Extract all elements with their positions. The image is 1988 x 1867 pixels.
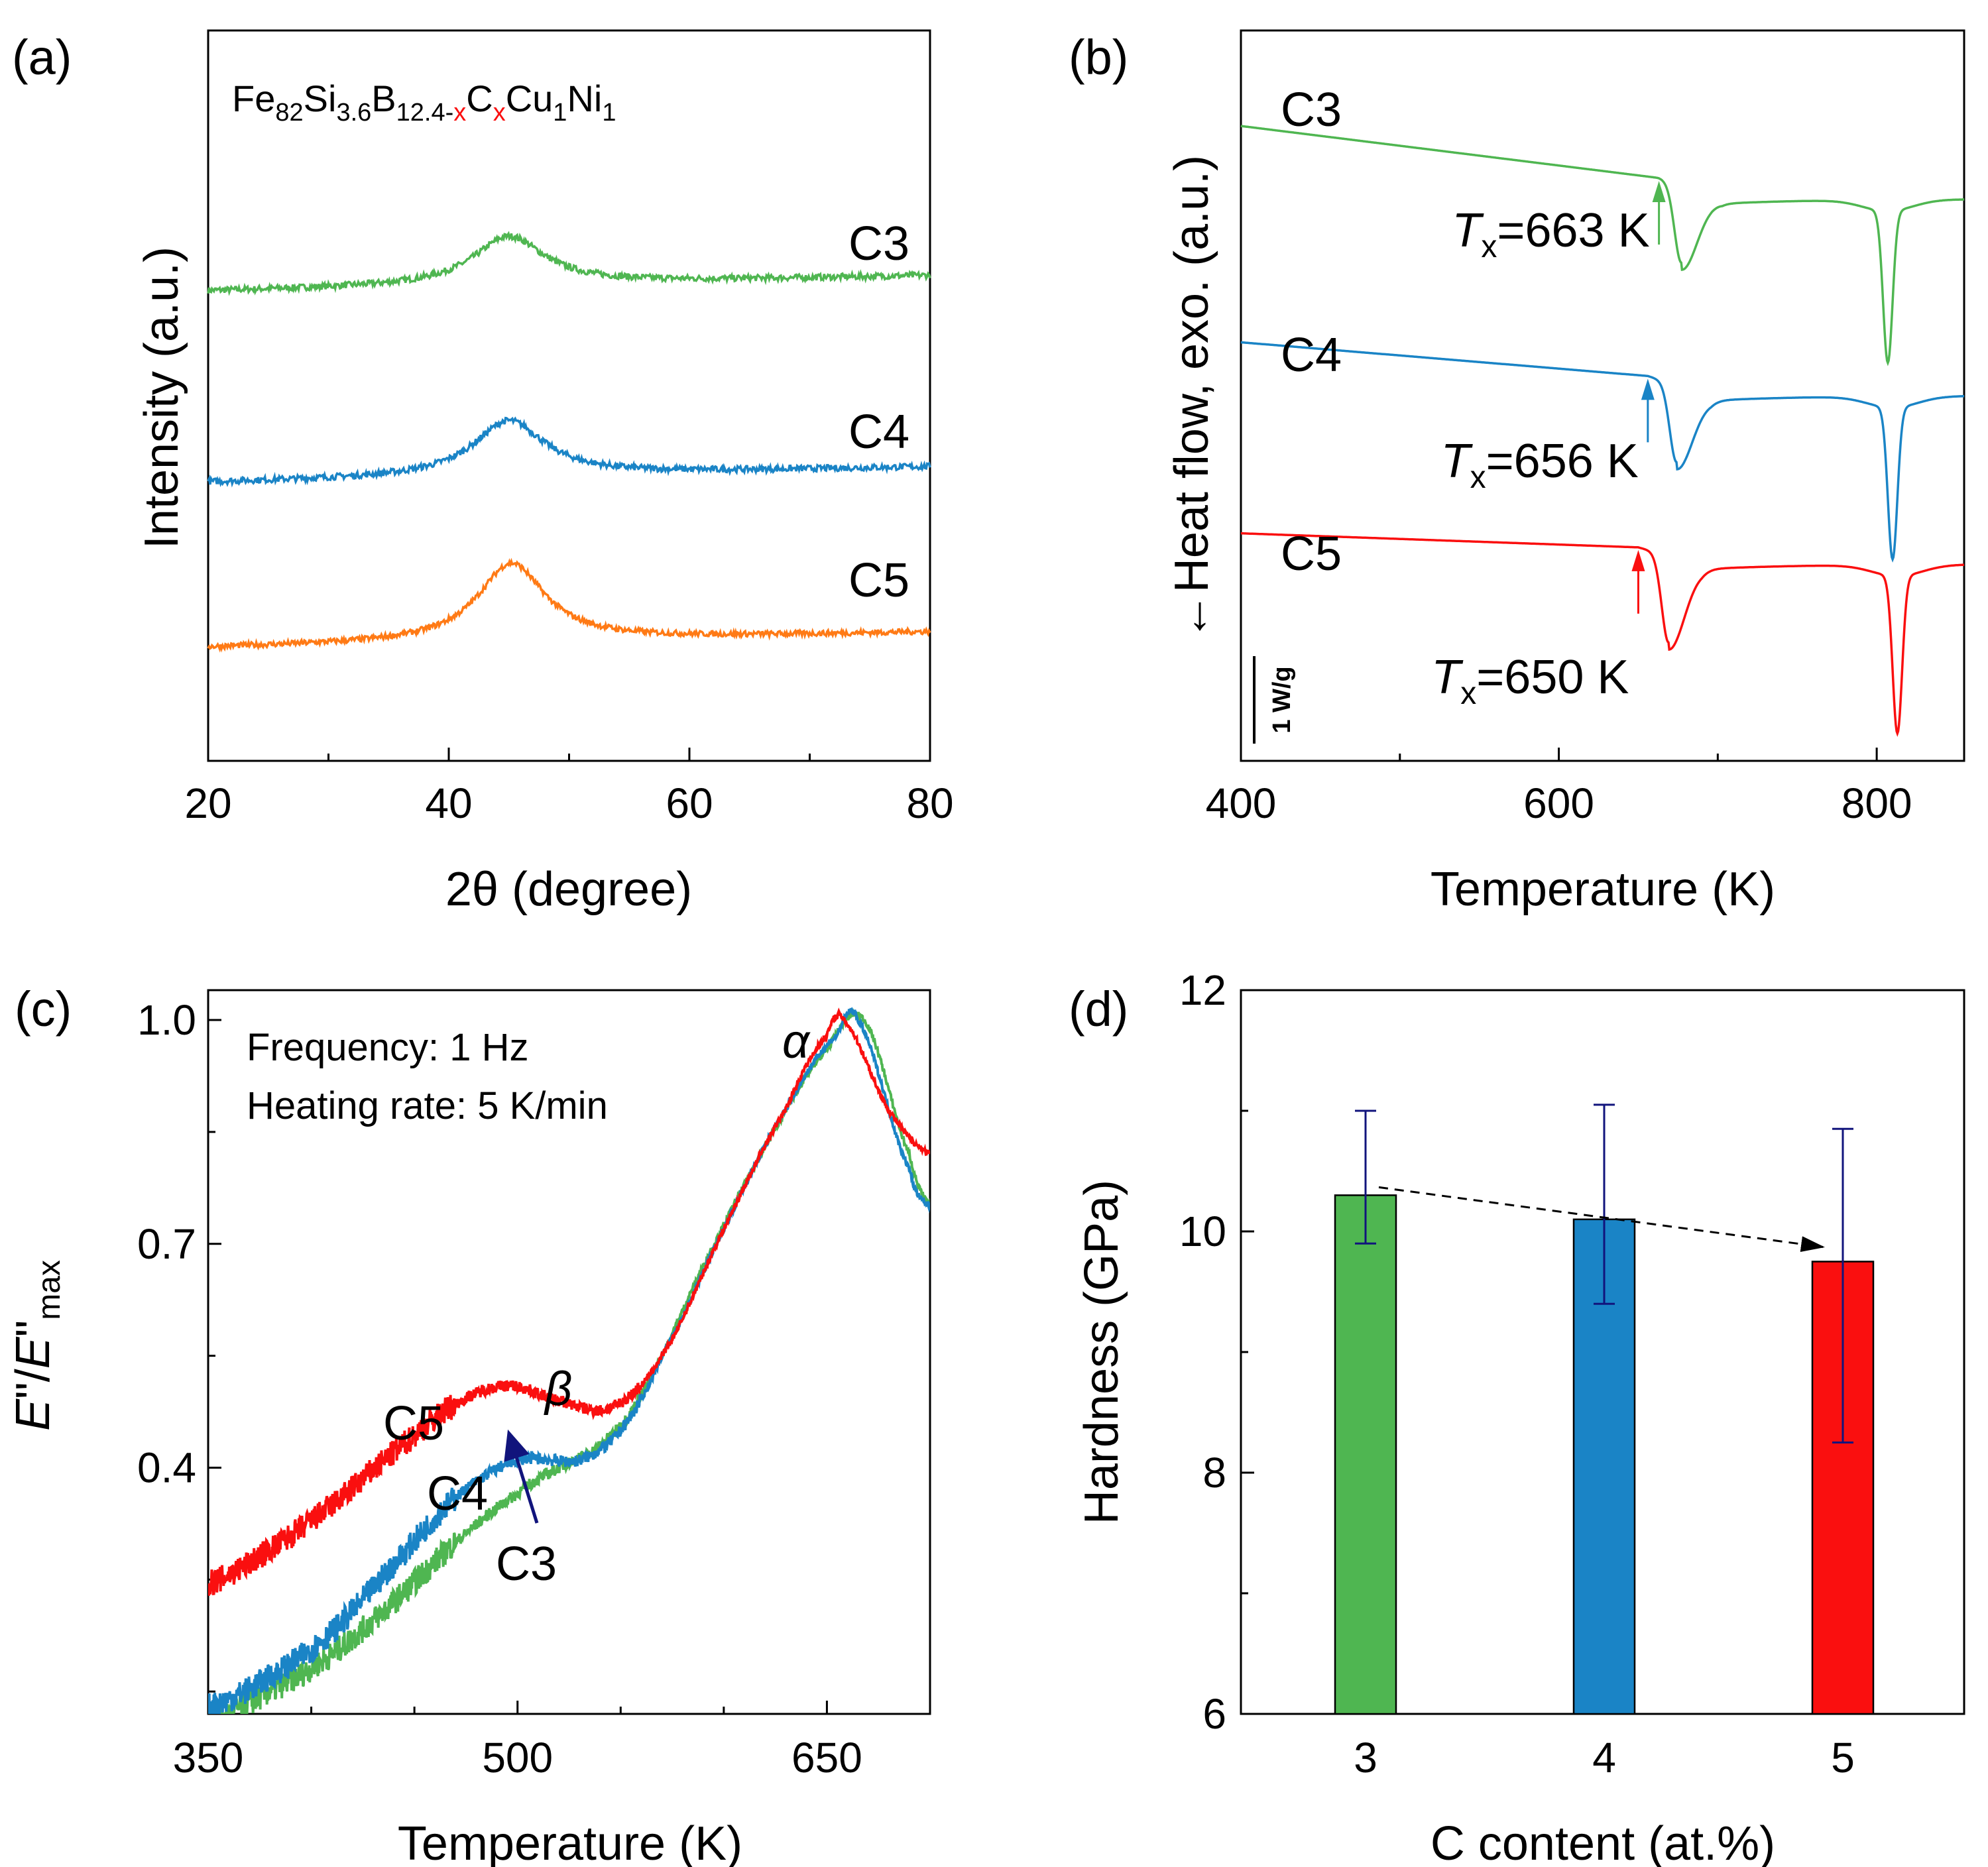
y-tick-label: 10 xyxy=(1179,1208,1226,1255)
panel-a-label-c5: C5 xyxy=(848,554,909,607)
x-tick-label: 500 xyxy=(482,1734,553,1782)
hardness-bar-3 xyxy=(1334,1194,1397,1715)
panel-d-xlabel: C content (at.%) xyxy=(1431,1817,1775,1867)
panel-d-ticks: 6 8 10 12 3 4 5 xyxy=(1179,966,1855,1782)
x-tick-label: 3 xyxy=(1354,1734,1377,1782)
panel-c-ylabel: E"/E"max xyxy=(7,1260,67,1431)
panel-a-label-c3: C3 xyxy=(848,217,909,270)
panel-c-label-c5: C5 xyxy=(383,1397,444,1450)
panel-b-label-c5: C5 xyxy=(1281,528,1342,581)
dma-curve-c5 xyxy=(208,1007,930,1596)
panel-b-label: (b) xyxy=(1069,30,1128,85)
panel-d: (d) 6 8 10 12 3 4 5 C content (at.%) Hardness … xyxy=(1069,966,1965,1867)
panel-a-formula: Fe82Si3.6B12.4-xCxCu1Ni1 xyxy=(232,78,616,127)
x-tick-label: 4 xyxy=(1592,1734,1616,1782)
panel-b-ylabel: ←Heat flow, exo. (a.u.) xyxy=(1165,155,1218,640)
panel-c-label-c4: C4 xyxy=(427,1467,488,1520)
tx-label-c4: Tx=656 K xyxy=(1441,435,1639,495)
beta-label: β xyxy=(544,1363,572,1416)
y-tick-label: 0.7 xyxy=(137,1220,196,1268)
scale-bar-label: 1 W/g xyxy=(1268,666,1296,733)
panel-b-xlabel: Temperature (K) xyxy=(1431,863,1775,916)
x-tick-label: 5 xyxy=(1831,1734,1855,1782)
x-tick-label: 650 xyxy=(791,1734,862,1782)
panel-c-label: (c) xyxy=(15,982,72,1037)
x-tick-label: 800 xyxy=(1842,779,1912,827)
panel-c-legend-heating: Heating rate: 5 K/min xyxy=(247,1084,608,1127)
alpha-label: α xyxy=(782,1015,811,1068)
y-tick-label: 0.4 xyxy=(137,1443,196,1491)
x-tick-label: 600 xyxy=(1523,779,1594,827)
panel-b-curves xyxy=(1240,125,1965,737)
tx-arrow-head xyxy=(1631,549,1645,571)
panel-b: (b) 400 600 800 Tx=663 K Tx=656 K Tx=650 K C… xyxy=(1069,29,1965,916)
x-tick-label: 400 xyxy=(1206,779,1277,827)
panel-c-label-c3: C3 xyxy=(496,1538,557,1591)
x-tick-label: 350 xyxy=(173,1734,244,1782)
panel-a-xlabel: 2θ (degree) xyxy=(445,863,692,916)
panel-a-ticks: 20 40 60 80 xyxy=(184,748,954,827)
panel-a-ylabel: Intensity (a.u.) xyxy=(135,247,188,549)
xrd-curve-c4 xyxy=(207,416,931,488)
panel-b-label-c3: C3 xyxy=(1281,84,1342,137)
panel-a-label-c4: C4 xyxy=(848,406,909,459)
dsc-curve-c3 xyxy=(1240,125,1964,367)
y-tick-label: 12 xyxy=(1179,966,1226,1014)
tx-arrow-head xyxy=(1652,181,1666,203)
panel-a-curves xyxy=(207,231,931,653)
panel-b-label-c4: C4 xyxy=(1281,329,1342,382)
trend-arrow xyxy=(1378,1186,1825,1252)
panel-a: (a) 20 40 60 80 Fe82Si3.6B12.4-xCxCu1Ni1 C3… xyxy=(12,29,954,916)
panel-c-xlabel: Temperature (K) xyxy=(398,1817,742,1867)
xrd-curve-c5 xyxy=(207,557,931,653)
panel-b-annotations: Tx=663 K Tx=656 K Tx=650 K xyxy=(1431,181,1666,711)
tx-arrow-head xyxy=(1641,378,1655,400)
x-tick-label: 80 xyxy=(906,779,953,827)
panel-d-ylabel: Hardness (GPa) xyxy=(1075,1180,1128,1524)
panel-c: (c) 350 500 650 0.4 0.7 1.0 Frequency: 1 Hz H… xyxy=(7,982,931,1867)
beta-shift-arrow xyxy=(504,1429,539,1524)
panel-c-frame xyxy=(207,989,931,1715)
panel-a-label: (a) xyxy=(12,30,72,85)
y-tick-label: 8 xyxy=(1202,1449,1226,1497)
dsc-curve-c5 xyxy=(1241,532,1965,737)
panel-c-legend-frequency: Frequency: 1 Hz xyxy=(247,1026,529,1069)
panel-a-frame xyxy=(207,29,931,762)
x-tick-label: 40 xyxy=(425,779,472,827)
dma-curve-c4 xyxy=(208,1007,930,1714)
dsc-curve-c4 xyxy=(1240,341,1964,563)
panel-d-label: (d) xyxy=(1069,982,1128,1037)
y-tick-label: 1.0 xyxy=(137,996,196,1044)
tx-label-c5: Tx=650 K xyxy=(1431,651,1629,711)
x-tick-label: 60 xyxy=(666,779,713,827)
panel-d-bars xyxy=(1334,1103,1875,1715)
xrd-curve-c3 xyxy=(207,231,931,296)
panel-b-ticks: 400 600 800 xyxy=(1206,748,1912,827)
x-tick-label: 20 xyxy=(184,779,231,827)
tx-label-c3: Tx=663 K xyxy=(1452,204,1649,264)
y-tick-label: 6 xyxy=(1202,1690,1226,1738)
panel-c-curves xyxy=(208,1007,930,1714)
